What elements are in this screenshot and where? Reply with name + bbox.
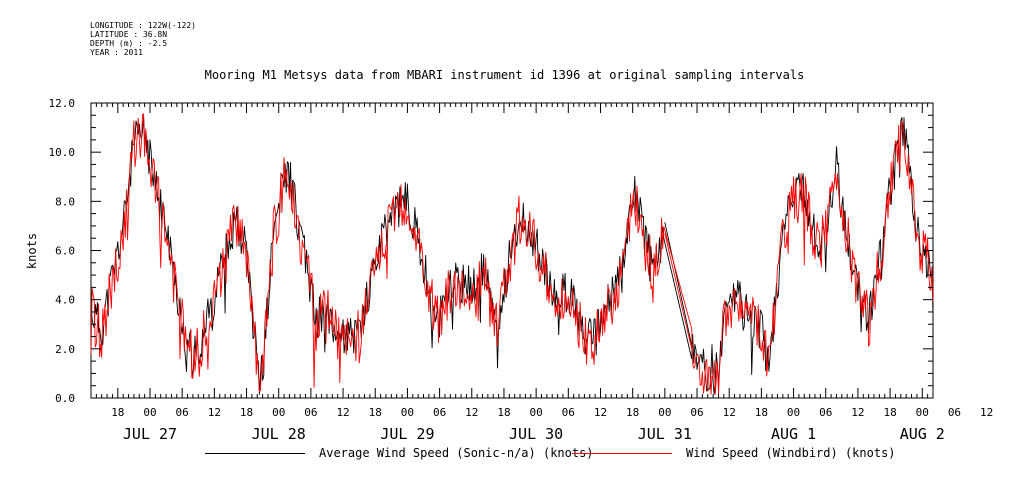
x-date-label: JUL 27 [123, 425, 177, 443]
x-hour-label: 12 [208, 406, 221, 419]
station-metadata: LONGITUDE : 122W(-122) LATITUDE : 36.8N … [90, 21, 196, 57]
y-axis-label: knots [25, 233, 39, 269]
depth-label: DEPTH (m) : -2.5 [90, 39, 168, 48]
x-date-label: JUL 28 [252, 425, 306, 443]
y-tick-label: 10.0 [49, 146, 76, 159]
chart-title: Mooring M1 Metsys data from MBARI instru… [204, 68, 805, 82]
x-hour-label: 12 [594, 406, 607, 419]
x-hour-label: 18 [883, 406, 896, 419]
longitude-label: LONGITUDE : 122W(-122) [90, 21, 196, 30]
x-date-label: JUL 29 [380, 425, 434, 443]
x-hour-label: 12 [336, 406, 349, 419]
x-hour-label: 12 [851, 406, 864, 419]
x-hour-label: 06 [304, 406, 317, 419]
wind-speed-chart: 0.0 2.0 4.0 6.0 8.0 10.0 12.0 18 00 06 12 18 00 06 12 1… [25, 97, 994, 443]
year-label: YEAR : 2011 [90, 48, 143, 57]
x-hour-label: 06 [948, 406, 961, 419]
axis-layer: 0.0 2.0 4.0 6.0 8.0 10.0 12.0 18 00 06 12 18 00 06 12 1… [49, 97, 994, 443]
latitude-label: LATITUDE : 36.8N [90, 30, 168, 39]
x-hour-label: 00 [272, 406, 285, 419]
y-tick-label: 4.0 [55, 294, 75, 307]
x-hour-label: 12 [465, 406, 478, 419]
x-hour-label: 06 [819, 406, 832, 419]
legend-label-windbird: Wind Speed (Windbird) (knots) [686, 446, 896, 460]
legend-swatch-black [205, 452, 305, 454]
x-hour-label: 18 [111, 406, 124, 419]
x-hour-label: 00 [401, 406, 414, 419]
x-hour-label: 18 [497, 406, 510, 419]
series-layer [90, 113, 934, 395]
x-hour-label: 18 [755, 406, 768, 419]
x-hour-label: 12 [980, 406, 993, 419]
x-hour-label: 06 [690, 406, 703, 419]
x-hour-label: 12 [723, 406, 736, 419]
x-hour-label: 18 [369, 406, 382, 419]
y-tick-label: 12.0 [49, 97, 76, 110]
legend-item-average-wind: Average Wind Speed (Sonic-n/a) (knots) [205, 446, 594, 460]
x-hour-label: 06 [433, 406, 446, 419]
x-hour-label: 00 [530, 406, 543, 419]
x-hour-label: 18 [240, 406, 253, 419]
legend-swatch-red [572, 452, 672, 454]
x-hour-label: 06 [562, 406, 575, 419]
series-line-1 [90, 113, 934, 395]
x-hour-label: 00 [916, 406, 929, 419]
x-date-label: AUG 2 [900, 425, 945, 443]
y-tick-label: 8.0 [55, 195, 75, 208]
y-tick-label: 2.0 [55, 343, 75, 356]
x-date-label: AUG 1 [771, 425, 816, 443]
y-tick-label: 0.0 [55, 392, 75, 405]
x-date-label: JUL 30 [509, 425, 563, 443]
x-hour-label: 00 [143, 406, 156, 419]
y-tick-label: 6.0 [55, 245, 75, 258]
legend-label-average-wind: Average Wind Speed (Sonic-n/a) (knots) [319, 446, 594, 460]
x-hour-label: 18 [626, 406, 639, 419]
series-line-0 [90, 116, 934, 395]
legend: Average Wind Speed (Sonic-n/a) (knots) W… [0, 446, 1009, 464]
x-date-label: JUL 31 [638, 425, 692, 443]
x-hour-label: 06 [176, 406, 189, 419]
legend-item-windbird: Wind Speed (Windbird) (knots) [572, 446, 896, 460]
x-hour-label: 00 [658, 406, 671, 419]
x-hour-label: 00 [787, 406, 800, 419]
